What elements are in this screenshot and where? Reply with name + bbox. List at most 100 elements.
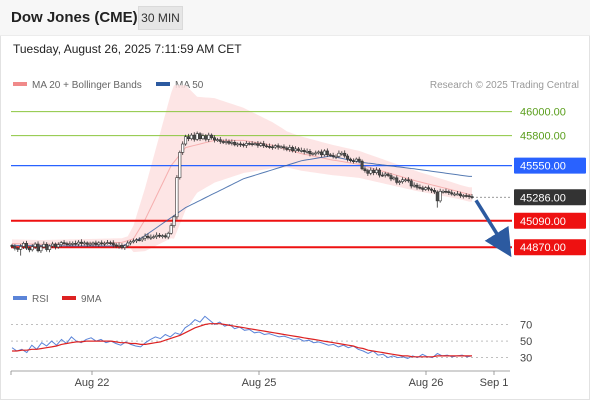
candle-up [375,169,379,173]
candle-down [418,187,422,189]
candle-down [444,190,448,193]
bollinger-band-layer [11,85,472,253]
candle-down [421,187,425,190]
candle-down [221,141,225,143]
time-axis: Aug 22 Aug 25 Aug 26 Sep 1 [10,370,510,389]
level-label-support: 44870.00 [520,242,566,254]
candle-down [74,243,78,245]
candle-down [285,147,289,150]
candle-up [68,243,72,246]
candle-up [207,134,211,140]
candle-up [288,147,292,150]
candle-up [33,243,37,248]
legend-rsi: RSI [13,294,49,305]
candle-up [314,152,318,155]
candle-down [204,135,208,140]
candle-up [82,242,86,245]
candle-down [108,242,112,244]
candle-up [71,243,75,245]
bollinger-swatch [13,82,27,87]
timeframe-button[interactable]: 30 MIN [138,6,183,30]
candle-up [42,244,46,248]
candle-down [256,143,260,146]
candle-up [403,179,407,182]
candle-up [195,133,199,140]
candle-down [250,143,254,145]
candle-down [348,158,352,161]
candle-up [160,235,164,237]
rsi-legend-label: RSI [32,294,49,305]
candle-up [337,152,341,157]
bollinger-band-fill [12,85,472,253]
candle-down [186,136,190,140]
legend-bollinger: MA 20 + Bollinger Bands [13,80,142,91]
candle-up [273,145,277,148]
candle-down [427,187,431,190]
candle-down [296,148,300,151]
chart-timestamp: Tuesday, August 26, 2025 7:11:59 AM CET [13,42,242,56]
level-label-pivot: 45550.00 [520,161,566,173]
candle-up [244,143,248,146]
candle-down [372,169,376,173]
candle-up [424,187,428,190]
candle-up [279,146,283,149]
candle-down [65,243,69,245]
candle-down [308,151,312,155]
candle-down [363,168,367,171]
candle-down [137,239,141,242]
candle-down [270,146,274,149]
candle-down [241,144,245,146]
rsi-line [11,315,473,359]
candle-down [415,184,419,188]
candle-down [210,134,214,139]
candles-layer [10,131,474,256]
candle-up [77,241,81,245]
candle-up [305,151,309,153]
candle-up [224,141,228,143]
candle-down [239,143,243,146]
candle-down [213,137,217,141]
candle-up [88,243,92,246]
candle-down [389,175,393,180]
candle-up [123,245,127,248]
candle-up [215,139,219,141]
candle-down [467,195,471,198]
candle-up [178,152,182,178]
candle-up [39,246,43,252]
candle-down [328,154,332,157]
candle-up [140,237,144,241]
candle-down [16,248,20,250]
candle-down [435,191,439,202]
candle-up [181,143,185,153]
level-label-current: 45286.00 [520,192,566,204]
bollinger-legend-label: MA 20 + Bollinger Bands [32,80,142,91]
candle-down [198,133,202,140]
rsi-panel: 70 50 30 [11,315,532,365]
candle-down [351,160,355,162]
candle-down [429,188,433,191]
candle-down [377,169,381,176]
candle-down [267,146,271,148]
candle-up [48,245,52,250]
candle-up [19,246,23,250]
candle-up [132,240,136,243]
candle-down [320,151,324,156]
candle-up [412,184,416,187]
level-tag-support [514,212,586,229]
candle-up [294,148,298,152]
candle-down [233,142,237,146]
candle-up [230,142,234,144]
candle-up [259,143,263,146]
legend-ma50: MA 50 [156,80,203,91]
candle-down [386,173,390,176]
candle-down [432,190,436,193]
level-label-resistance: 45800.00 [520,131,566,143]
candle-up [166,232,170,238]
candle-up [311,153,315,155]
candle-up [91,242,95,245]
candle-up [129,241,133,244]
candle-down [94,242,98,245]
level-tag-current [514,189,586,206]
candle-up [438,190,442,202]
